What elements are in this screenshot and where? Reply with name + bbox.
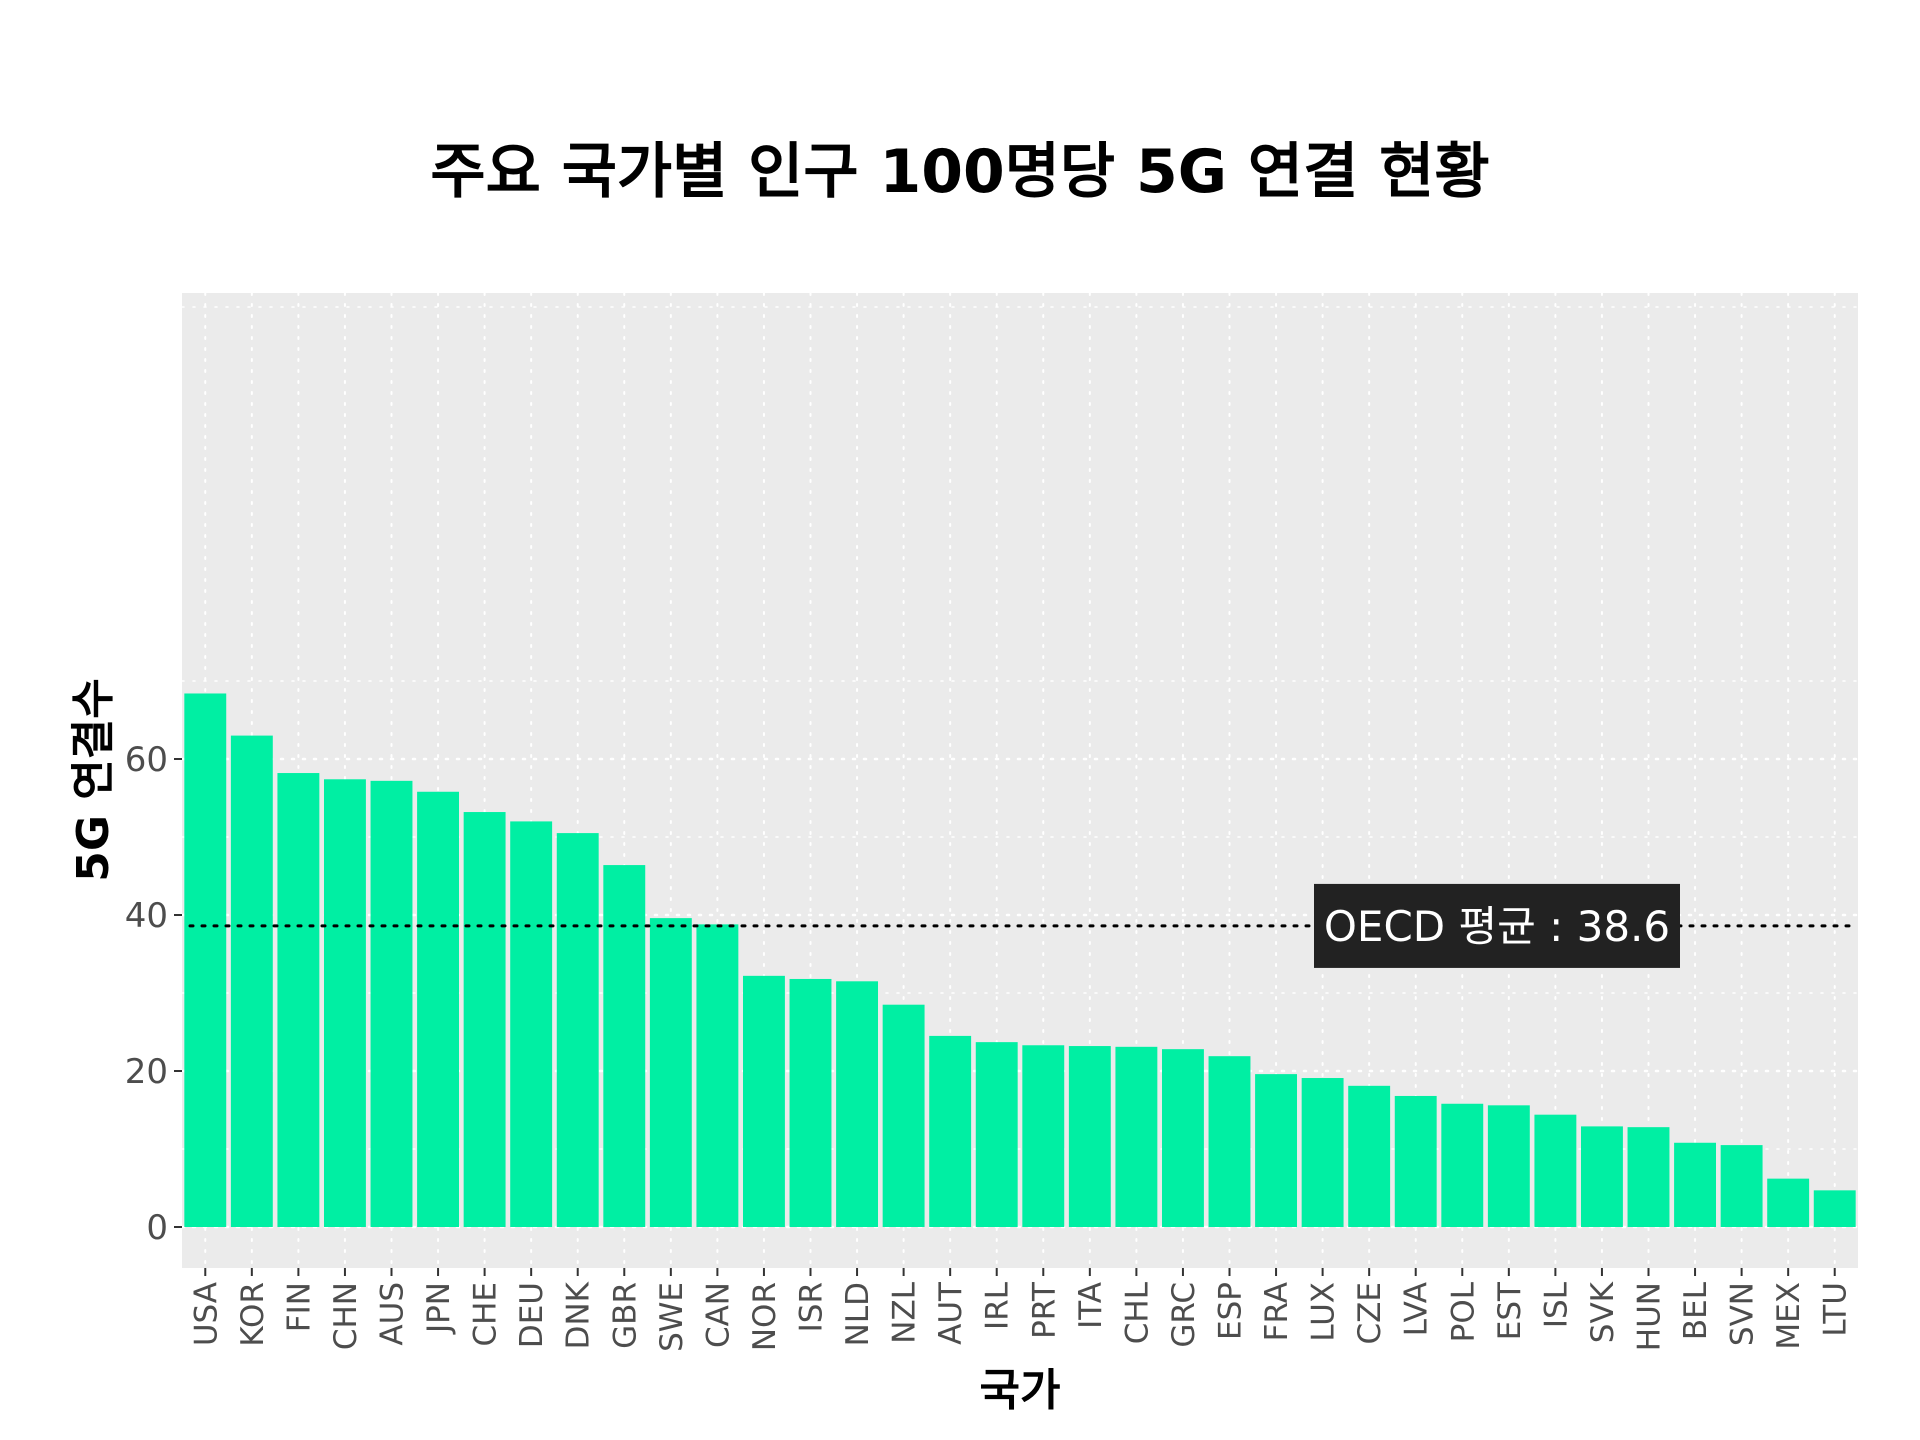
x-tick-label: DEU (514, 1282, 550, 1348)
bar-est (1487, 1105, 1530, 1227)
bars (184, 693, 1856, 1227)
x-tick-label: LUX (1306, 1282, 1342, 1342)
bar-mex (1767, 1178, 1810, 1227)
bar-aus (370, 780, 413, 1227)
x-tick-label: CZE (1352, 1282, 1388, 1344)
chart-title: 주요 국가별 인구 100명당 5G 연결 현황 (430, 137, 1489, 207)
bar-grc (1161, 1049, 1204, 1227)
y-axis-ticks: 0 20 40 60 (125, 740, 182, 1248)
bar-hun (1627, 1127, 1670, 1227)
x-tick-label: ISR (794, 1282, 830, 1332)
x-tick-label: SVN (1725, 1282, 1761, 1346)
bar-cze (1348, 1085, 1391, 1227)
x-tick-label: NLD (840, 1282, 876, 1346)
x-tick-label: MEX (1771, 1282, 1807, 1350)
y-tick-label: 20 (125, 1052, 168, 1092)
x-tick-label: LVA (1399, 1282, 1435, 1336)
x-tick-label: SWE (654, 1282, 690, 1352)
x-tick-label: BEL (1678, 1281, 1714, 1340)
x-tick-label: GRC (1166, 1282, 1202, 1348)
x-tick-label: ITA (1073, 1282, 1109, 1329)
x-tick-label: NZL (887, 1281, 923, 1343)
y-tick-label: 40 (125, 896, 168, 936)
x-tick-label: HUN (1632, 1282, 1668, 1351)
x-tick-label: KOR (235, 1282, 271, 1347)
bar-bel (1674, 1142, 1717, 1227)
x-tick-label: NOR (747, 1282, 783, 1351)
bar-lux (1301, 1078, 1344, 1227)
x-tick-label: PRT (1026, 1281, 1062, 1339)
bar-swe (649, 918, 692, 1227)
x-tick-label: CHL (1119, 1281, 1155, 1344)
bar-chl (1115, 1046, 1158, 1227)
oecd-average-label-box (1314, 883, 1680, 968)
bar-chn (323, 779, 366, 1227)
y-axis-title: 5G 연결수 (68, 678, 119, 882)
bar-isl (1534, 1114, 1577, 1227)
x-tick-label: AUT (933, 1281, 969, 1345)
bar-nld (836, 981, 879, 1227)
bar-ltu (1813, 1190, 1856, 1227)
x-tick-label: LTU (1818, 1282, 1854, 1337)
x-tick-label: IRL (980, 1281, 1016, 1330)
y-tick-label: 60 (125, 740, 168, 780)
x-tick-label: EST (1492, 1281, 1528, 1340)
x-axis-ticks: USA KOR FIN CHN AUS JPN CHE DEU DNK GBR SWE CAN NOR I… (188, 1268, 1854, 1352)
x-tick-label: FIN (281, 1282, 317, 1332)
x-tick-label: CHE (468, 1282, 504, 1347)
bar-can (696, 924, 739, 1227)
bar-fra (1255, 1074, 1298, 1227)
x-tick-label: CHN (328, 1282, 364, 1350)
bar-isr (789, 978, 832, 1227)
plot-panel (182, 293, 1858, 1268)
bar-kor (230, 735, 273, 1227)
bar-che (463, 812, 506, 1227)
y-tick-label: 0 (146, 1208, 168, 1248)
bar-jpn (417, 791, 460, 1227)
bar-irl (975, 1042, 1018, 1227)
bar-usa (184, 693, 227, 1227)
x-tick-label: ISL (1538, 1281, 1574, 1328)
bar-dnk (556, 833, 599, 1227)
bar-nzl (882, 1004, 925, 1227)
x-axis-title: 국가 (980, 1365, 1061, 1416)
x-tick-label: CAN (700, 1282, 736, 1348)
bar-pol (1441, 1103, 1484, 1227)
x-tick-label: JPN (421, 1282, 457, 1335)
bar-ita (1068, 1046, 1111, 1227)
bar-aut (929, 1035, 972, 1227)
x-tick-label: GBR (607, 1282, 643, 1349)
x-tick-label: USA (188, 1282, 224, 1346)
x-tick-label: POL (1445, 1281, 1481, 1342)
x-tick-label: SVK (1585, 1281, 1621, 1343)
bar-esp (1208, 1056, 1251, 1227)
x-tick-label: DNK (561, 1281, 597, 1349)
bar-deu (510, 821, 553, 1227)
bar-fin (277, 773, 320, 1227)
x-tick-label: FRA (1259, 1282, 1295, 1341)
x-tick-label: ESP (1213, 1282, 1249, 1340)
bar-lva (1394, 1095, 1437, 1227)
bar-svk (1580, 1126, 1623, 1227)
x-tick-label: AUS (375, 1282, 411, 1346)
bar-gbr (603, 865, 646, 1227)
oecd-average-label: OECD 평균 : 38.6 (1324, 902, 1670, 951)
bar-prt (1022, 1045, 1065, 1227)
bar-nor (742, 975, 785, 1227)
reference-layer: OECD 평균 : 38.6 (188, 883, 1856, 968)
bar-svn (1720, 1145, 1763, 1227)
